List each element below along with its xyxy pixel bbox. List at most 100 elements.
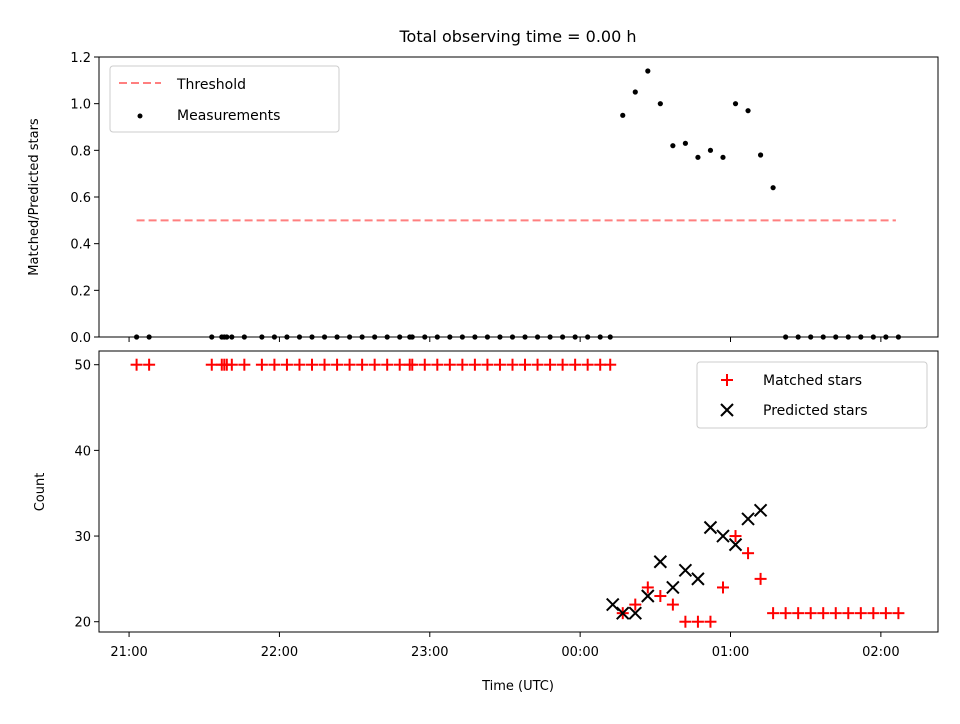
matched-star-point xyxy=(544,358,557,371)
matched-star-point xyxy=(892,607,905,620)
matched-star-point xyxy=(468,358,481,371)
measurement-point xyxy=(745,108,751,114)
predicted-star-point xyxy=(653,555,668,569)
legend-threshold-label: Threshold xyxy=(176,77,246,93)
matched-star-point xyxy=(842,607,855,620)
matched-star-point xyxy=(293,358,306,371)
top-y-tick-label: 1.2 xyxy=(70,51,91,66)
measurement-point xyxy=(757,152,764,158)
top-y-tick-label: 0.0 xyxy=(70,331,91,346)
x-tick-label: 02:00 xyxy=(862,645,899,660)
x-tick-label: 01:00 xyxy=(712,645,749,660)
matched-star-point xyxy=(641,581,654,594)
x-axis-label: Time (UTC) xyxy=(481,679,554,694)
matched-star-point xyxy=(443,358,456,371)
bottom-y-tick-label: 50 xyxy=(74,359,91,374)
bottom-y-tick-label: 30 xyxy=(74,530,91,545)
predicted-star-point xyxy=(616,606,630,620)
top-legend: Threshold Measurements xyxy=(109,65,340,133)
predicted-star-point xyxy=(628,606,642,620)
bottom-y-axis-label: Count xyxy=(33,473,48,512)
predicted-star-point xyxy=(741,512,755,526)
measurement-point xyxy=(707,147,714,153)
legend-matched-label: Matched stars xyxy=(763,373,862,389)
matched-star-point xyxy=(205,358,218,371)
matched-star-point xyxy=(268,358,281,371)
predicted-star-point xyxy=(716,529,730,543)
matched-star-point xyxy=(225,358,238,371)
matched-star-point xyxy=(767,607,780,620)
matched-star-point xyxy=(406,358,419,371)
matched-star-point xyxy=(779,607,792,620)
matched-star-point xyxy=(255,358,268,371)
matched-star-point xyxy=(306,358,319,371)
top-y-tick-label: 0.6 xyxy=(70,191,91,206)
predicted-star-point xyxy=(691,572,705,586)
predicted-star-point xyxy=(666,580,680,595)
matched-star-point xyxy=(481,358,494,371)
matched-star-point xyxy=(393,358,406,371)
matched-star-point xyxy=(817,607,830,620)
predicted-star-point xyxy=(703,520,718,535)
matched-star-point xyxy=(506,358,519,371)
bottom-legend-box xyxy=(696,361,928,429)
matched-star-point xyxy=(581,358,594,371)
matched-star-point xyxy=(556,358,569,371)
matched-star-point xyxy=(867,607,880,620)
matched-star-point xyxy=(431,358,444,371)
matched-star-point xyxy=(691,615,704,628)
predicted-star-point xyxy=(678,563,693,578)
matched-star-point xyxy=(629,598,642,611)
matched-star-point xyxy=(666,598,679,611)
measurement-point xyxy=(632,89,638,95)
top-y-tick-label: 0.4 xyxy=(70,238,91,253)
x-tick-label: 22:00 xyxy=(261,645,298,660)
count-points xyxy=(130,358,905,628)
matched-star-point xyxy=(729,530,742,543)
matched-star-point xyxy=(130,358,143,371)
matched-star-point xyxy=(456,358,469,371)
top-panel: 0.0 0.2 0.4 0.6 0.8 1.0 1.2 Matched/Predicted … xyxy=(27,51,939,346)
bottom-axes-frame xyxy=(98,350,939,633)
matched-star-point xyxy=(792,607,805,620)
measurement-point xyxy=(720,154,726,160)
bottom-x-ticks: 21:00 22:00 23:00 00:00 01:00 02:00 xyxy=(110,632,900,660)
matched-star-point xyxy=(331,358,344,371)
measurement-point xyxy=(670,143,676,149)
top-y-ticks: 0.0 0.2 0.4 0.6 0.8 1.0 1.2 xyxy=(70,51,99,346)
bottom-legend: Matched stars Predicted stars xyxy=(696,361,928,429)
top-x-ticks xyxy=(128,337,882,342)
matched-star-point xyxy=(829,607,842,620)
measurement-point xyxy=(770,185,776,191)
measurement-point xyxy=(645,68,651,74)
matched-star-point xyxy=(804,607,817,620)
matched-star-point xyxy=(318,358,331,371)
matched-star-point xyxy=(854,607,867,620)
legend-measurements-label: Measurements xyxy=(177,108,280,124)
matched-star-point xyxy=(654,590,667,603)
top-legend-box xyxy=(109,65,340,133)
matched-star-point xyxy=(519,358,532,371)
bottom-y-tick-label: 40 xyxy=(74,444,91,459)
matched-star-point xyxy=(238,358,251,371)
matched-star-point xyxy=(493,358,506,371)
matched-star-point xyxy=(594,358,607,371)
predicted-star-point xyxy=(728,537,743,552)
measurement-point xyxy=(682,140,688,146)
x-tick-label: 00:00 xyxy=(561,645,598,660)
top-y-tick-label: 1.0 xyxy=(70,98,91,113)
matched-star-point xyxy=(754,572,767,585)
measurement-point xyxy=(732,101,739,107)
top-y-axis-label: Matched/Predicted stars xyxy=(27,118,42,276)
legend-predicted-swatch xyxy=(720,403,734,417)
matched-star-point xyxy=(716,581,729,594)
legend-predicted-label: Predicted stars xyxy=(763,403,868,419)
matched-star-point xyxy=(418,358,431,371)
matched-star-point xyxy=(368,358,381,371)
matched-star-point xyxy=(356,358,369,371)
bottom-y-ticks: 20 30 40 50 xyxy=(74,359,99,631)
predicted-star-point xyxy=(641,589,655,603)
matched-star-point xyxy=(343,358,356,371)
